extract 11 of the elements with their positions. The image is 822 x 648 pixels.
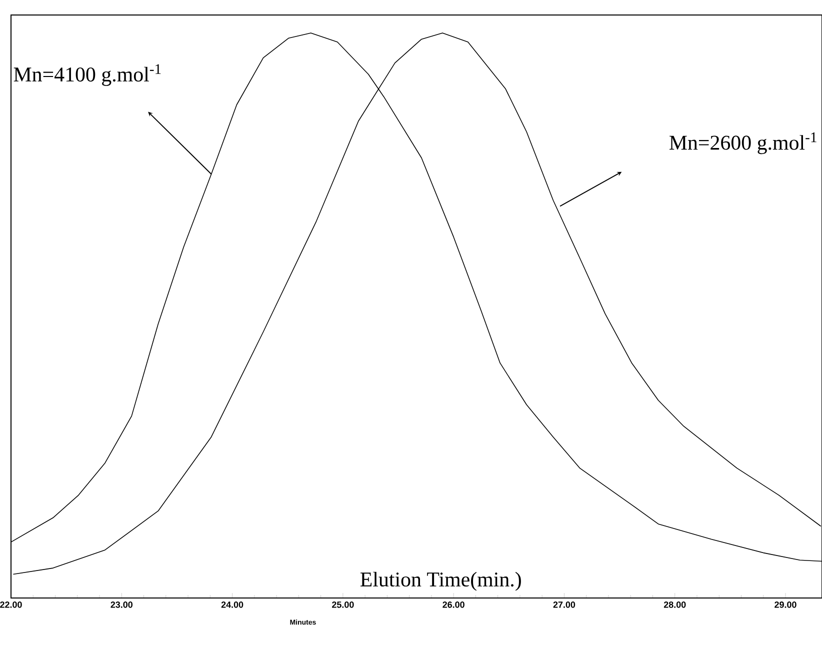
annotation: Elution Time(min.) <box>360 572 521 591</box>
x-tick-label: 23.00 <box>110 602 132 608</box>
x-tick-label: 22.00 <box>0 602 22 608</box>
annotation: Mn=2600 g.mol$^{-1}$ <box>669 132 816 154</box>
annotation: Mn=4100 g.mol$^{-1}$ <box>14 64 161 86</box>
x-tick-label: 28.00 <box>664 602 686 608</box>
x-tick-label: 25.00 <box>332 602 354 608</box>
x-tick-label: 27.00 <box>553 602 576 608</box>
x-tick-label: 29.00 <box>774 602 796 608</box>
x-tick-label: 26.00 <box>442 602 464 608</box>
x-tick-label: 24.00 <box>221 602 244 608</box>
